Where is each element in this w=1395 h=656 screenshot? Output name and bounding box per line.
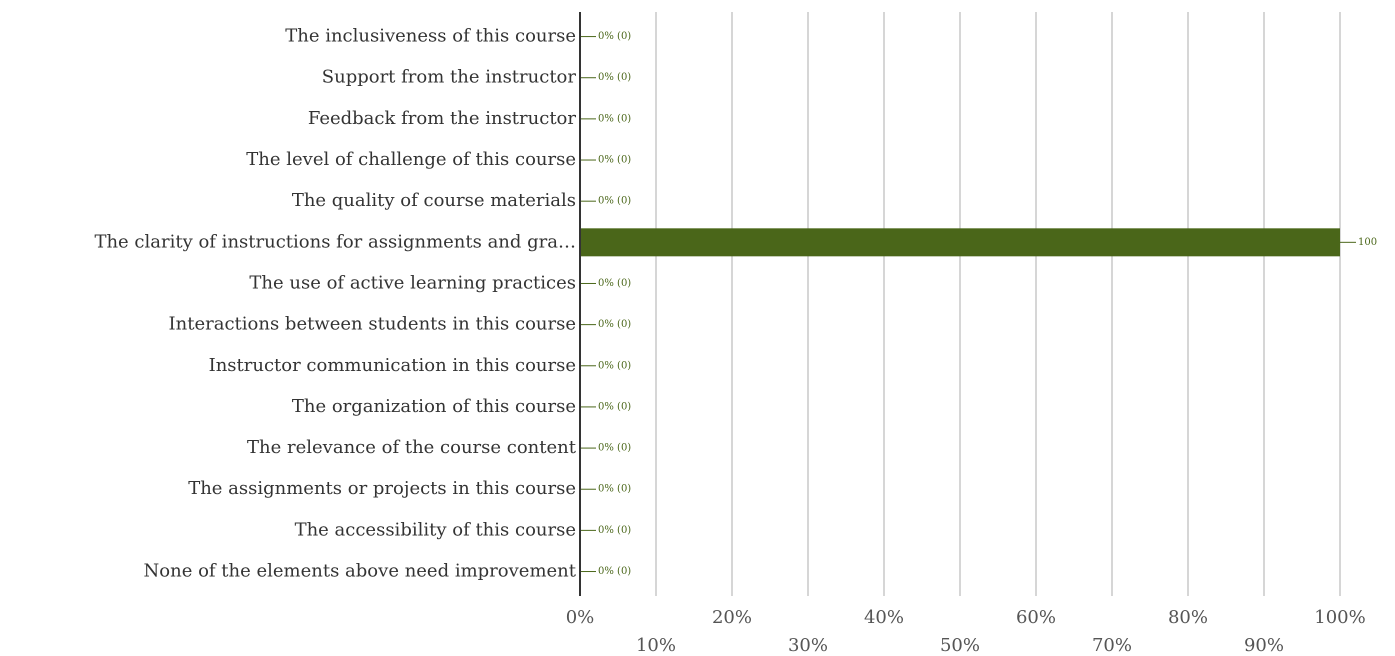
category-label: The clarity of instructions for assignme… [94,231,576,252]
value-label: 0% (0) [598,443,631,454]
category-label: The inclusiveness of this course [285,26,576,47]
value-label: 0% (0) [598,278,631,289]
value-label: 100 [1358,237,1377,248]
x-tick-label: 90% [1244,635,1284,656]
category-label: The organization of this course [292,396,576,417]
x-tick-label: 60% [1016,607,1056,628]
value-label: 0% (0) [598,525,631,536]
category-label: The relevance of the course content [247,437,577,458]
x-tick-label: 100% [1314,607,1365,628]
x-tick-label: 70% [1092,635,1132,656]
value-label: 0% (0) [598,72,631,83]
value-label: 0% (0) [598,31,631,42]
category-label: The quality of course materials [292,190,576,211]
category-label: The level of challenge of this course [246,149,576,170]
category-label: None of the elements above need improvem… [144,561,577,582]
category-label: Feedback from the instructor [308,108,577,129]
bar [580,228,1340,257]
value-label: 0% (0) [598,155,631,166]
value-label: 0% (0) [598,196,631,207]
category-label: The accessibility of this course [295,519,576,540]
value-label: 0% (0) [598,566,631,577]
x-tick-label: 40% [864,607,904,628]
x-tick-label: 30% [788,635,828,656]
category-label: The use of active learning practices [249,272,576,293]
value-label: 0% (0) [598,113,631,124]
category-label: The assignments or projects in this cour… [188,478,576,499]
value-label: 0% (0) [598,484,631,495]
value-label: 0% (0) [598,319,631,330]
x-tick-label: 20% [712,607,752,628]
category-label: Instructor communication in this course [209,355,576,376]
x-tick-label: 0% [566,607,595,628]
x-tick-label: 80% [1168,607,1208,628]
x-tick-label: 50% [940,635,980,656]
category-label: Support from the instructor [322,67,577,88]
value-label: 0% (0) [598,401,631,412]
category-label: Interactions between students in this co… [169,314,576,335]
x-tick-label: 10% [636,635,676,656]
value-label: 0% (0) [598,360,631,371]
